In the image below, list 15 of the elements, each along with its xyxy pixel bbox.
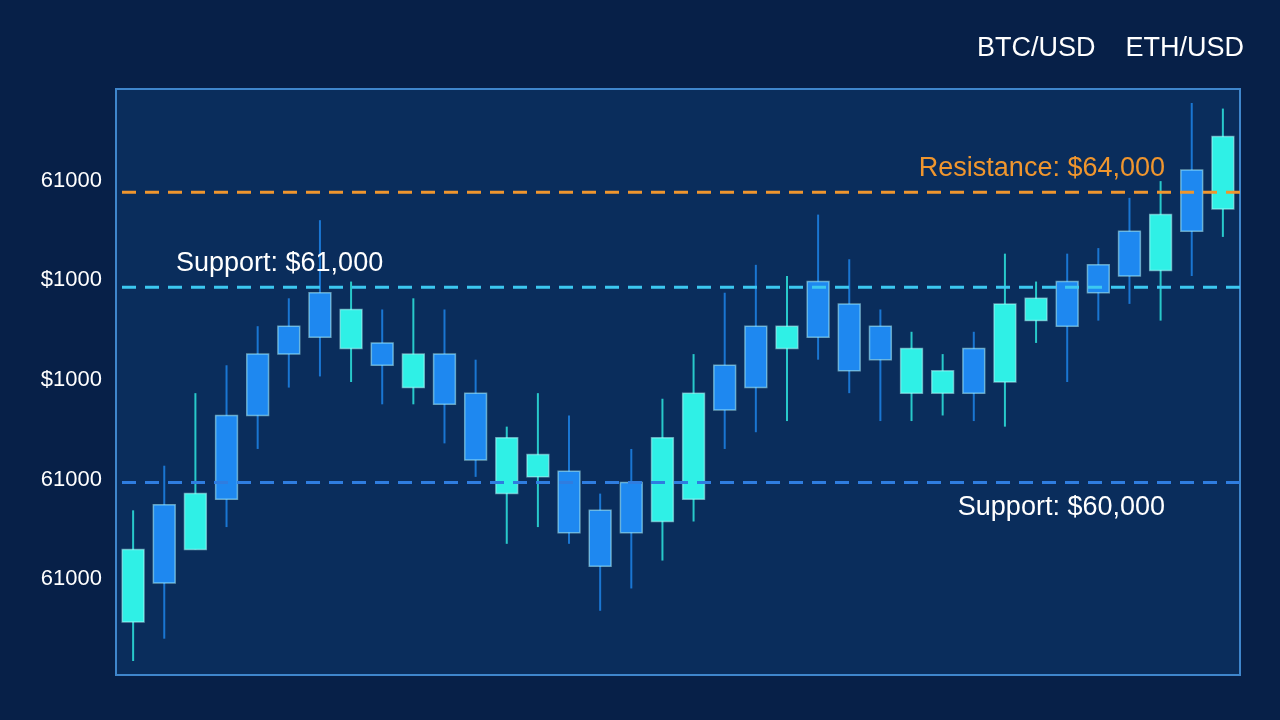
text: BTC/USD [976,32,1096,63]
text: $1000 [40,266,102,292]
annotation: Support: $61,000 [176,247,384,278]
candlestick [931,353,955,417]
annotation: Resistance: $64,000 [918,152,1165,183]
candlestick [370,308,394,406]
text: $1000 [40,366,102,392]
annotation: Support: $60,000 [957,491,1165,522]
candlestick [775,274,799,423]
text: ETH/USD [1125,32,1244,63]
text: 61000 [40,465,102,491]
candlestick [526,392,550,529]
candlestick [1024,280,1048,344]
text: 61000 [40,166,102,192]
text: 61000 [40,565,102,591]
